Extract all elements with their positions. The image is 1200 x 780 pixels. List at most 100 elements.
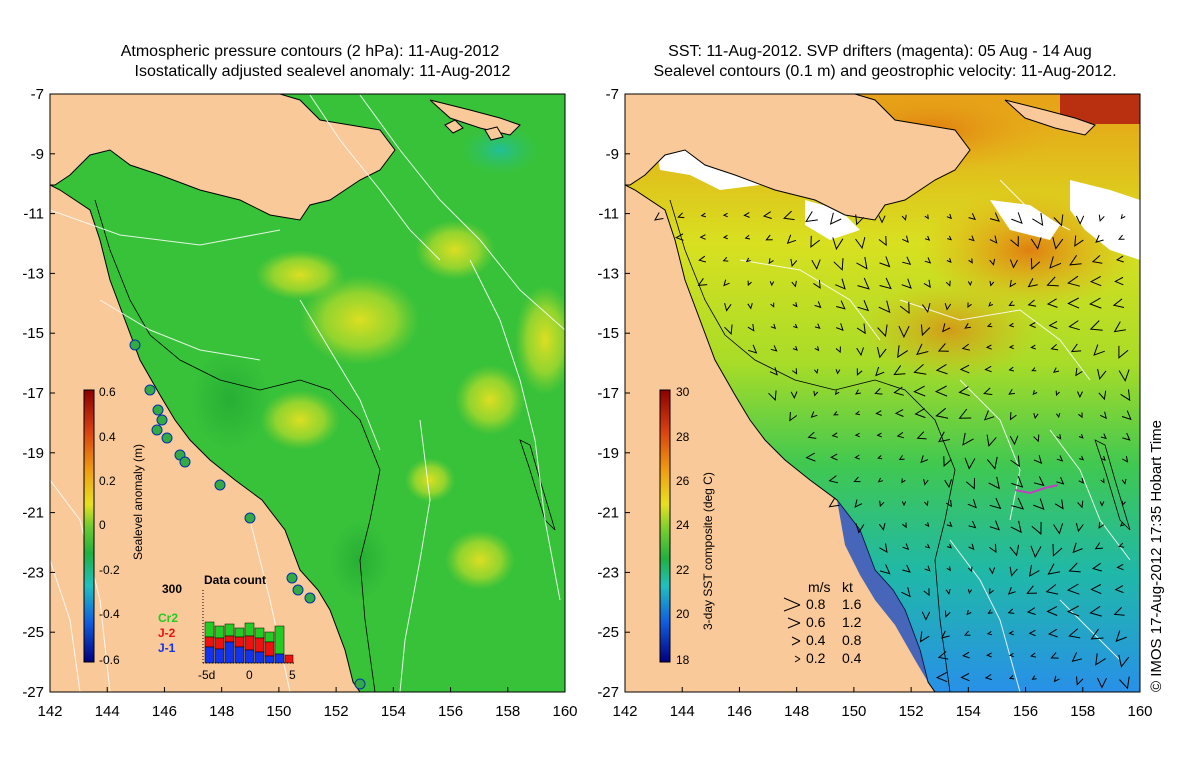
velocity-arrow xyxy=(875,410,882,416)
velocity-arrow xyxy=(961,343,971,351)
left-shelf-contour xyxy=(519,439,556,531)
colorbar-tick-label: -0.2 xyxy=(99,563,120,577)
velocity-arrow xyxy=(1008,366,1015,372)
velocity-arrow xyxy=(1030,258,1041,270)
velocity-arrow xyxy=(1007,587,1016,595)
velocity-arrow xyxy=(747,280,752,287)
velocity-arrow xyxy=(962,651,970,659)
velocity-arrow xyxy=(988,476,1001,490)
velocity-arrow xyxy=(1008,300,1015,306)
lon-tick-label: 142 xyxy=(37,703,62,720)
velocity-arrow xyxy=(877,477,884,483)
velocity-arrow xyxy=(1033,413,1039,420)
velocity-arrow xyxy=(967,588,973,595)
velocity-arrow xyxy=(1026,607,1036,615)
velocity-legend-header-ms: m/s xyxy=(808,579,831,595)
velocity-legend-kt: 0.4 xyxy=(842,650,862,666)
lon-tick-label: 150 xyxy=(841,703,866,720)
lon-tick-label: 160 xyxy=(1127,703,1152,720)
velocity-arrow xyxy=(960,672,970,682)
velocity-legend-arrow xyxy=(791,636,801,646)
velocity-arrow xyxy=(1113,321,1126,333)
velocity-arrow xyxy=(1032,213,1044,226)
velocity-arrow xyxy=(854,499,863,508)
velocity-arrow xyxy=(1010,520,1022,534)
velocity-arrow xyxy=(945,588,951,595)
velocity-arrow xyxy=(942,323,951,333)
velocity-arrow xyxy=(1076,676,1084,686)
velocity-arrow xyxy=(1075,215,1085,225)
velocity-arrow xyxy=(1078,477,1085,484)
velocity-arrow xyxy=(855,214,865,226)
velocity-arrow xyxy=(901,214,907,221)
velocity-arrow xyxy=(770,302,775,308)
data-count-series-cr2: Cr2 xyxy=(158,611,178,625)
lon-tick-label: 158 xyxy=(1070,703,1095,720)
left-anomaly-yellow xyxy=(405,458,455,502)
velocity-arrow xyxy=(986,630,993,636)
velocity-arrow xyxy=(935,407,949,419)
velocity-arrow xyxy=(959,364,970,374)
velocity-arrow xyxy=(1008,344,1014,350)
velocity-arrow xyxy=(829,212,842,225)
velocity-arrow xyxy=(916,343,929,356)
velocity-arrow xyxy=(958,408,972,419)
velocity-arrow xyxy=(1032,390,1038,396)
velocity-arrow xyxy=(1122,432,1131,441)
colorbar-tick-label: 24 xyxy=(676,518,690,532)
left-anomaly-cyan xyxy=(460,125,540,175)
left-new-guinea-land xyxy=(50,94,396,221)
velocity-arrow xyxy=(769,281,775,287)
velocity-arrow xyxy=(1089,275,1102,287)
left-shelf-contour xyxy=(94,199,381,692)
velocity-arrow xyxy=(964,630,971,636)
velocity-arrow xyxy=(1009,566,1018,577)
velocity-arrow xyxy=(1090,584,1102,595)
velocity-arrow xyxy=(1046,276,1059,287)
velocity-arrow xyxy=(792,302,798,308)
colorbar-tick-label: 0.6 xyxy=(99,385,116,399)
velocity-arrow xyxy=(768,258,774,265)
velocity-arrow xyxy=(923,279,931,288)
velocity-arrow xyxy=(989,520,1000,531)
velocity-arrow xyxy=(1056,477,1065,485)
velocity-arrow xyxy=(1119,521,1126,527)
velocity-arrow xyxy=(968,235,975,242)
right-sst-warm xyxy=(860,280,1040,380)
velocity-arrow xyxy=(1052,237,1064,250)
velocity-arrow xyxy=(989,235,998,244)
lon-tick-label: 158 xyxy=(495,703,520,720)
velocity-arrow xyxy=(968,566,973,573)
velocity-arrow xyxy=(879,564,891,575)
lon-tick-label: 150 xyxy=(266,703,291,720)
velocity-arrow xyxy=(722,212,728,218)
velocity-arrow xyxy=(1055,412,1061,419)
velocity-arrow xyxy=(902,543,910,551)
velocity-arrow xyxy=(1094,542,1104,550)
right-new-guinea-land xyxy=(625,94,971,221)
velocity-arrow xyxy=(1114,585,1124,594)
velocity-arrow xyxy=(813,390,819,397)
right-title-line2: Sealevel contours (0.1 m) and geostrophi… xyxy=(653,63,1117,80)
velocity-arrow xyxy=(1054,499,1064,510)
colorbar-tick-label: -0.6 xyxy=(99,653,120,667)
velocity-arrow xyxy=(965,478,975,490)
velocity-arrow xyxy=(1075,367,1083,377)
left-australia-coast xyxy=(50,184,361,692)
velocity-arrow xyxy=(1046,298,1058,308)
data-count-x-label: -5d xyxy=(198,668,215,682)
velocity-arrow xyxy=(879,543,888,553)
velocity-arrow xyxy=(832,237,844,251)
velocity-arrow xyxy=(989,258,996,266)
velocity-arrow xyxy=(792,368,798,375)
velocity-arrow xyxy=(1091,562,1102,572)
velocity-arrow xyxy=(1077,500,1084,509)
left-anomaly-yellow xyxy=(260,390,340,450)
velocity-arrow xyxy=(946,257,952,263)
axis-labels: -7 -9 -11 -13 -15 -17 -19 -21 -23 -25 -27 142 144 146… xyxy=(22,86,1152,720)
velocity-arrow xyxy=(789,411,798,422)
velocity-arrow xyxy=(1121,500,1126,506)
velocity-arrow xyxy=(1118,369,1130,382)
lon-tick-label: 144 xyxy=(95,703,120,720)
velocity-arrow xyxy=(879,277,892,290)
